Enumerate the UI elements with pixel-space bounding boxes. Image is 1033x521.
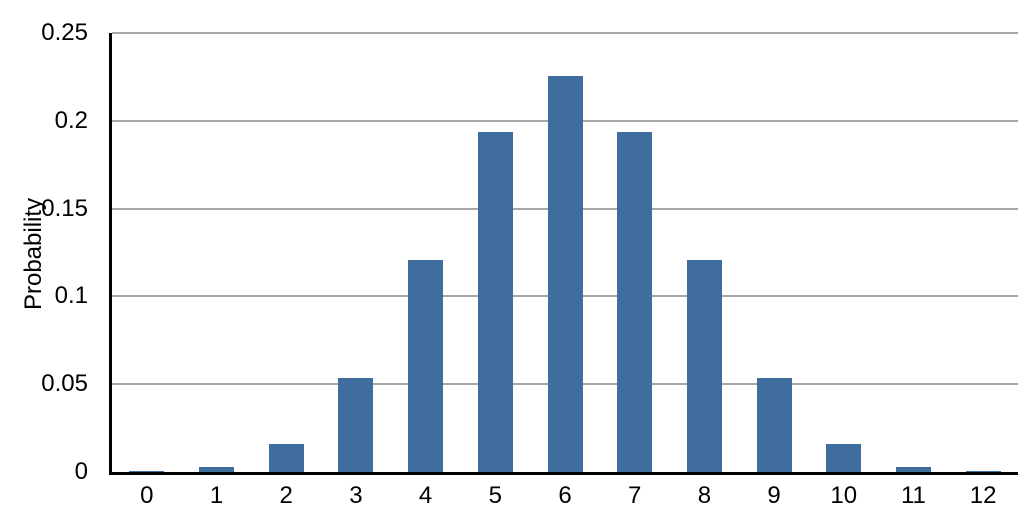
x-tick-label: 9 <box>767 482 781 509</box>
bar <box>547 75 583 472</box>
x-tick-label: 2 <box>279 482 293 509</box>
bar <box>408 259 444 472</box>
y-tick-label: 0.2 <box>54 106 88 134</box>
bar <box>129 471 165 472</box>
bar <box>617 132 653 472</box>
y-tick-label: 0.15 <box>41 194 88 222</box>
x-tick-label: 4 <box>418 482 433 509</box>
bar <box>895 466 931 472</box>
bar <box>686 259 722 472</box>
y-tick-label: 0.1 <box>54 282 88 310</box>
x-tick-label: 10 <box>830 482 858 509</box>
x-tick-label: 3 <box>349 482 363 509</box>
x-tick-label: 12 <box>969 482 997 509</box>
bar <box>477 132 513 472</box>
x-tick-label: 8 <box>697 482 712 509</box>
y-tick-label: 0.25 <box>41 19 88 46</box>
bar <box>965 471 1001 472</box>
y-tick-label: 0.05 <box>41 370 88 398</box>
bar <box>826 443 862 472</box>
x-tick-label: 0 <box>140 482 154 509</box>
bar <box>756 377 792 472</box>
x-tick-label: 6 <box>558 482 572 509</box>
bar <box>338 377 374 472</box>
y-axis-line <box>109 33 112 475</box>
x-tick-label: 1 <box>209 482 224 509</box>
plot-area <box>112 32 1018 472</box>
gridline <box>112 32 1018 34</box>
y-tick-label: 0 <box>74 458 88 485</box>
x-axis-line <box>109 472 1018 475</box>
x-tick-label: 7 <box>628 482 642 509</box>
x-tick-label: 5 <box>488 482 502 509</box>
bar <box>199 466 235 472</box>
bar <box>268 443 304 472</box>
x-tick-label: 11 <box>900 482 926 509</box>
